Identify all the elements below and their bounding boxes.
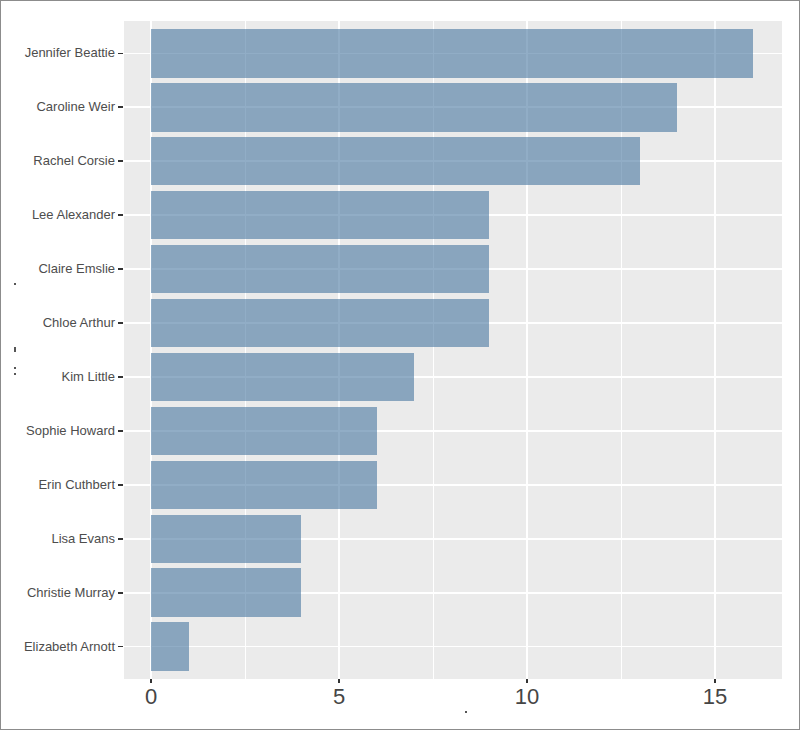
y-axis-title-colon-dot (14, 367, 16, 369)
y-tick-label: Caroline Weir (1, 99, 115, 115)
y-tick-mark (118, 538, 123, 540)
x-tick-mark (150, 679, 152, 683)
bar (151, 137, 640, 186)
x-tick-label: 0 (121, 685, 181, 709)
y-tick-label: Rachel Corsie (1, 153, 115, 169)
x-tick-mark (714, 679, 716, 683)
y-tick-label: Sophie Howard (1, 423, 115, 439)
bar (151, 353, 414, 402)
y-tick-label: Jennifer Beattie (1, 45, 115, 61)
y-tick-mark (118, 268, 123, 270)
y-tick-mark (118, 160, 123, 162)
x-tick-label: 5 (309, 685, 369, 709)
y-tick-label: Chloe Arthur (1, 315, 115, 331)
bar (151, 515, 301, 564)
y-tick-mark (118, 484, 123, 486)
bar (151, 83, 677, 132)
plot-panel (124, 21, 782, 679)
y-tick-label: Christie Murray (1, 585, 115, 601)
y-tick-label: Erin Cuthbert (1, 477, 115, 493)
bar (151, 191, 489, 240)
y-tick-mark (118, 214, 123, 216)
x-tick-label: 10 (497, 685, 557, 709)
x-tick-label: 15 (685, 685, 745, 709)
y-tick-mark (118, 646, 123, 648)
bar (151, 461, 377, 510)
x-tick-mark (526, 679, 528, 683)
bar (151, 29, 753, 78)
y-axis-title-colon-dot (14, 373, 16, 375)
y-tick-label: Lisa Evans (1, 531, 115, 547)
y-tick-mark (118, 592, 123, 594)
bar (151, 622, 189, 671)
x-tick-mark (338, 679, 340, 683)
bar-chart-figure: Jennifer Beattie Caroline Weir Rachel Cors… (0, 0, 800, 730)
bar (151, 299, 489, 348)
y-tick-mark (118, 53, 123, 55)
gridline-major-horizontal (124, 646, 782, 648)
gridline-major-vertical (714, 21, 716, 679)
y-tick-label: Lee Alexander (1, 207, 115, 223)
y-tick-label: Claire Emslie (1, 261, 115, 277)
bar (151, 407, 377, 456)
bar (151, 568, 301, 617)
y-tick-mark (118, 106, 123, 108)
y-tick-mark (118, 376, 123, 378)
y-tick-label: Elizabeth Arnott (1, 639, 115, 655)
bar (151, 245, 489, 294)
y-axis-title-dash (14, 347, 16, 352)
y-axis-title-dot (14, 283, 16, 285)
x-axis-title-dot (465, 711, 467, 713)
y-tick-label: Kim Little (1, 369, 115, 385)
y-tick-mark (118, 430, 123, 432)
y-tick-mark (118, 322, 123, 324)
